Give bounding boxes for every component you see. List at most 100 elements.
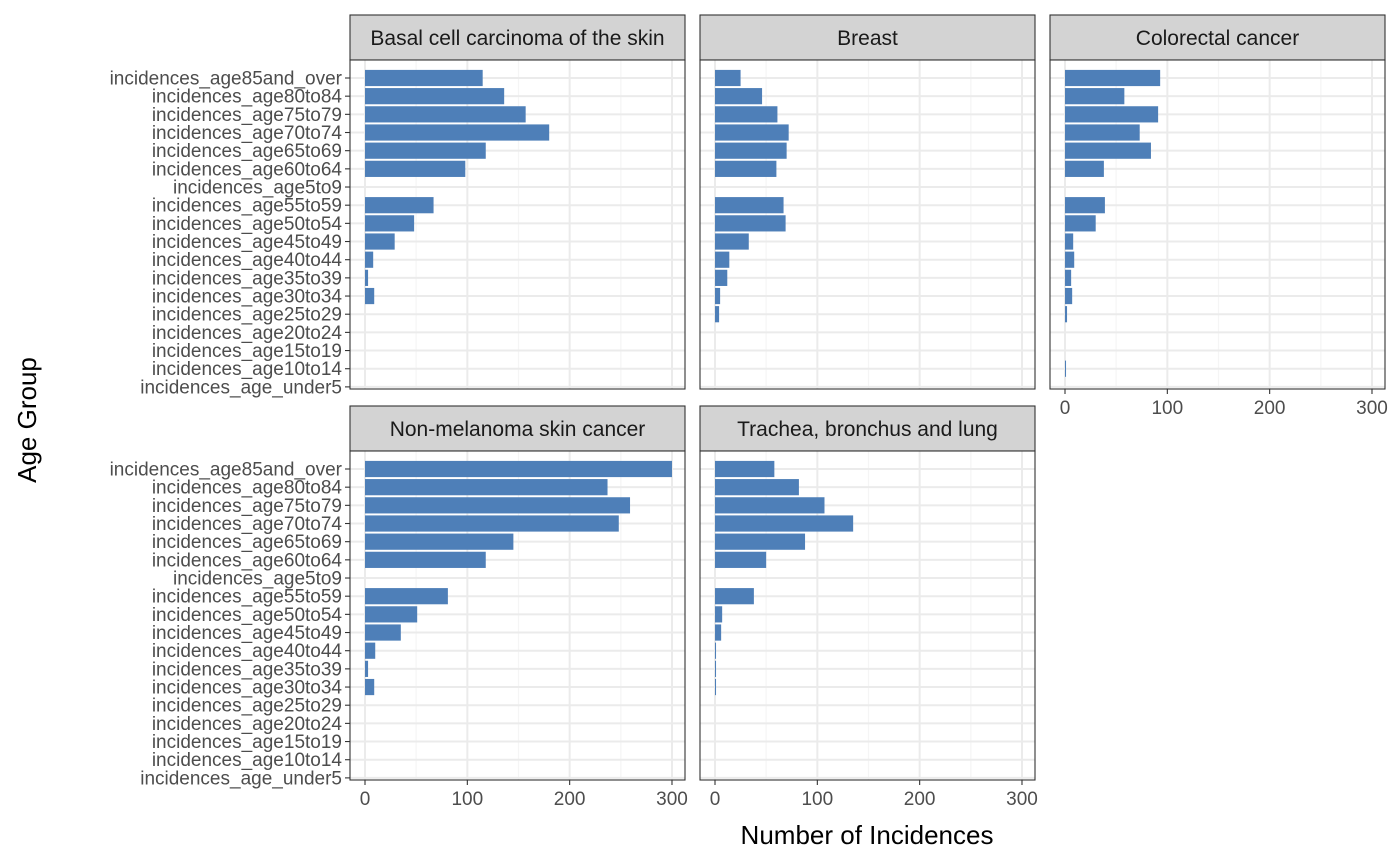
bar	[715, 306, 720, 323]
y-tick-label: incidences_age75to79	[152, 105, 342, 126]
bar	[1065, 215, 1096, 232]
bar	[1065, 88, 1125, 105]
bar	[365, 678, 375, 696]
bar	[715, 69, 741, 87]
bar	[715, 533, 806, 550]
y-tick-label: incidences_age85and_over	[110, 69, 343, 90]
y-tick-label: incidences_age45to49	[152, 623, 342, 644]
y-tick-label: incidences_age50to54	[152, 605, 343, 626]
bar	[715, 160, 777, 177]
bar	[1065, 197, 1105, 214]
facet-strip-label: Basal cell carcinoma of the skin	[370, 27, 664, 50]
bar	[715, 479, 799, 496]
bar	[715, 642, 717, 659]
y-tick-label: incidences_age25to29	[152, 696, 342, 717]
x-tick-label: 0	[1060, 398, 1071, 419]
y-tick-label: incidences_age60to64	[152, 159, 343, 180]
panel-border	[349, 450, 686, 781]
facet-panel: Basal cell carcinoma of the skin incidenc…	[110, 14, 686, 398]
bar	[365, 197, 434, 214]
x-tick-label: 200	[904, 789, 936, 810]
x-tick-label: 300	[1006, 789, 1038, 810]
y-tick-label: incidences_age5to9	[173, 569, 342, 590]
x-tick-label: 200	[554, 789, 586, 810]
y-tick-label: incidences_age25to29	[152, 305, 342, 326]
bar	[365, 479, 608, 496]
bar	[365, 69, 483, 87]
bar	[715, 233, 749, 250]
bar	[365, 660, 369, 677]
bar	[365, 588, 448, 605]
bar	[715, 287, 721, 305]
y-tick-label: incidences_age5to9	[173, 178, 342, 199]
x-tick-label: 300	[656, 789, 688, 810]
bar	[1065, 160, 1104, 177]
x-tick-label: 0	[360, 789, 371, 810]
y-tick-label: incidences_age10to14	[152, 750, 343, 771]
bar	[365, 642, 376, 659]
x-tick-label: 100	[801, 789, 833, 810]
y-tick-label: incidences_age30to34	[152, 678, 343, 699]
bar	[715, 460, 775, 478]
bar	[365, 606, 418, 623]
bar	[1065, 251, 1075, 268]
y-axis-title: Age Group	[12, 357, 42, 483]
facet-panel: Trachea, bronchus and lung 0 100 200 300	[699, 405, 1038, 810]
facet-strip-label: Trachea, bronchus and lung	[737, 418, 998, 441]
bar	[715, 660, 717, 677]
y-tick-label: incidences_age80to84	[152, 87, 343, 108]
facet-strip-label: Breast	[837, 27, 898, 50]
bar	[365, 160, 466, 177]
bar	[715, 678, 717, 696]
panel-border	[1049, 59, 1386, 390]
x-tick-label: 100	[451, 789, 483, 810]
y-tick-label: incidences_age45to49	[152, 232, 342, 253]
bar	[715, 106, 778, 123]
bar	[715, 197, 784, 214]
y-tick-label: incidences_age35to39	[152, 268, 342, 289]
facet-panel: Colorectal cancer 0 100 200 300	[1049, 14, 1388, 419]
bar	[365, 106, 526, 123]
bar	[1065, 124, 1140, 141]
y-tick-label: incidences_age55to59	[152, 587, 342, 608]
bar	[715, 497, 825, 514]
y-tick-label: incidences_age80to84	[152, 478, 343, 499]
bar	[715, 269, 728, 286]
bar	[715, 606, 723, 623]
y-tick-label: incidences_age10to14	[152, 359, 343, 380]
panel-border	[699, 450, 1036, 781]
bar	[365, 88, 505, 105]
y-tick-label: incidences_age70to74	[152, 123, 343, 144]
bar	[365, 533, 514, 550]
bar	[1065, 142, 1151, 159]
bar	[715, 588, 754, 605]
y-tick-label: incidences_age20to24	[152, 323, 343, 344]
facet-panel: Non-melanoma skin cancer incidences_age85…	[110, 405, 688, 810]
y-tick-label: incidences_age30to34	[152, 287, 343, 308]
bar	[365, 269, 369, 286]
panel-border	[699, 59, 1036, 390]
bar	[715, 215, 786, 232]
bar	[365, 251, 374, 268]
bar	[365, 124, 550, 141]
bar	[715, 88, 763, 105]
bar	[365, 287, 375, 305]
y-tick-label: incidences_age15to19	[152, 341, 342, 362]
bar	[715, 142, 787, 159]
bar	[365, 460, 672, 478]
y-tick-label: incidences_age15to19	[152, 732, 342, 753]
facet-strip	[349, 405, 686, 452]
facet-strip-label: Non-melanoma skin cancer	[390, 418, 646, 441]
y-tick-label: incidences_age75to79	[152, 496, 342, 517]
y-tick-label: incidences_age55to59	[152, 196, 342, 217]
facet-strip	[349, 14, 686, 61]
y-tick-label: incidences_age50to54	[152, 214, 343, 235]
y-tick-label: incidences_age65to69	[152, 141, 342, 162]
facet-panel: Breast	[699, 14, 1036, 390]
bar	[715, 551, 767, 568]
bar	[715, 624, 722, 641]
y-tick-label: incidences_age20to24	[152, 714, 343, 735]
bar	[715, 124, 789, 141]
x-tick-label: 0	[710, 789, 721, 810]
y-tick-label: incidences_age40to44	[152, 641, 343, 662]
